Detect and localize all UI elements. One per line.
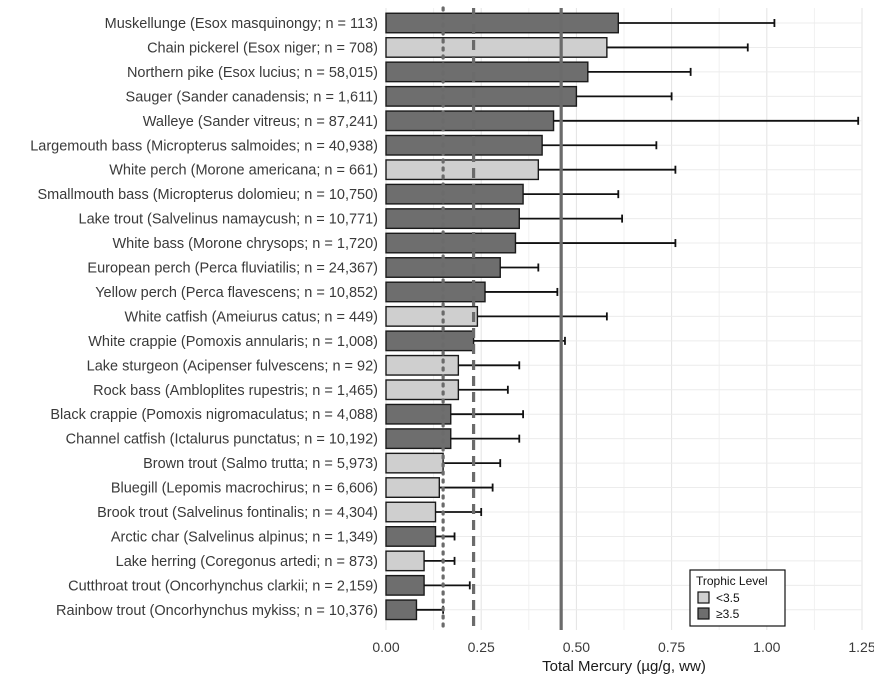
bar bbox=[386, 307, 477, 327]
bar bbox=[386, 111, 554, 131]
bar bbox=[386, 404, 451, 424]
category-label: Brook trout (Salvelinus fontinalis; n = … bbox=[97, 505, 378, 521]
bar bbox=[386, 62, 588, 82]
x-tick-labels: 0.00 0.25 0.50 0.75 1.00 1.25 bbox=[372, 639, 874, 655]
category-label: Sauger (Sander canadensis; n = 1,611) bbox=[126, 89, 378, 105]
category-label: Largemouth bass (Micropterus salmoides; … bbox=[30, 138, 378, 154]
category-label: Rock bass (Ambloplites rupestris; n = 1,… bbox=[93, 383, 378, 399]
x-tick-label: 0.75 bbox=[658, 639, 685, 655]
x-axis-title: Total Mercury (µg/g, ww) bbox=[542, 658, 706, 675]
bar bbox=[386, 184, 523, 204]
bar bbox=[386, 600, 416, 620]
category-label: Yellow perch (Perca flavescens; n = 10,8… bbox=[95, 285, 378, 301]
bar bbox=[386, 551, 424, 571]
category-label: Cutthroat trout (Oncorhynchus clarkii; n… bbox=[68, 578, 378, 594]
bar bbox=[386, 502, 436, 522]
bar bbox=[386, 13, 618, 33]
legend-title: Trophic Level bbox=[696, 574, 768, 588]
category-label: Lake trout (Salvelinus namaycush; n = 10… bbox=[79, 212, 378, 228]
bar bbox=[386, 38, 607, 58]
category-label: Arctic char (Salvelinus alpinus; n = 1,3… bbox=[111, 529, 378, 545]
x-tick-label: 1.00 bbox=[753, 639, 780, 655]
category-label: Channel catfish (Ictalurus punctatus; n … bbox=[66, 432, 378, 448]
legend-swatch bbox=[698, 592, 709, 603]
bar bbox=[386, 331, 474, 351]
bar bbox=[386, 527, 436, 547]
category-label: Northern pike (Esox lucius; n = 58,015) bbox=[127, 65, 378, 81]
bar bbox=[386, 282, 485, 302]
legend: Trophic Level <3.5 ≥3.5 bbox=[690, 570, 785, 626]
x-tick-label: 1.25 bbox=[848, 639, 874, 655]
category-label: White perch (Morone americana; n = 661) bbox=[109, 163, 378, 179]
category-label: Smallmouth bass (Micropterus dolomieu; n… bbox=[37, 187, 378, 203]
category-label: Bluegill (Lepomis macrochirus; n = 6,606… bbox=[111, 481, 378, 497]
category-label: Black crappie (Pomoxis nigromaculatus; n… bbox=[50, 407, 378, 423]
category-label: Walleye (Sander vitreus; n = 87,241) bbox=[143, 114, 378, 130]
category-labels: Muskellunge (Esox masquinongy; n = 113) C… bbox=[30, 16, 378, 619]
category-label: Chain pickerel (Esox niger; n = 708) bbox=[147, 40, 378, 56]
legend-swatch bbox=[698, 608, 709, 619]
bar bbox=[386, 453, 443, 473]
bar bbox=[386, 136, 542, 156]
category-label: Rainbow trout (Oncorhynchus mykiss; n = … bbox=[56, 603, 378, 619]
category-label: White crappie (Pomoxis annularis; n = 1,… bbox=[88, 334, 378, 350]
bar bbox=[386, 233, 515, 253]
bar bbox=[386, 160, 538, 180]
legend-label: ≥3.5 bbox=[716, 607, 740, 621]
x-tick-label: 0.25 bbox=[468, 639, 495, 655]
category-label: White catfish (Ameiurus catus; n = 449) bbox=[125, 309, 378, 325]
category-label: Brown trout (Salmo trutta; n = 5,973) bbox=[143, 456, 378, 472]
bar bbox=[386, 576, 424, 596]
category-label: Lake sturgeon (Acipenser fulvescens; n =… bbox=[87, 358, 378, 374]
bar bbox=[386, 429, 451, 449]
x-tick-label: 0.00 bbox=[372, 639, 399, 655]
category-label: White bass (Morone chrysops; n = 1,720) bbox=[112, 236, 378, 252]
bar bbox=[386, 87, 576, 107]
bar bbox=[386, 209, 519, 229]
category-label: European perch (Perca fluviatilis; n = 2… bbox=[87, 261, 378, 277]
bar bbox=[386, 478, 439, 498]
bar bbox=[386, 356, 458, 376]
category-label: Lake herring (Coregonus artedi; n = 873) bbox=[116, 554, 378, 570]
legend-label: <3.5 bbox=[716, 591, 740, 605]
bar bbox=[386, 380, 458, 400]
x-tick-label: 0.50 bbox=[563, 639, 590, 655]
category-label: Muskellunge (Esox masquinongy; n = 113) bbox=[105, 16, 378, 32]
